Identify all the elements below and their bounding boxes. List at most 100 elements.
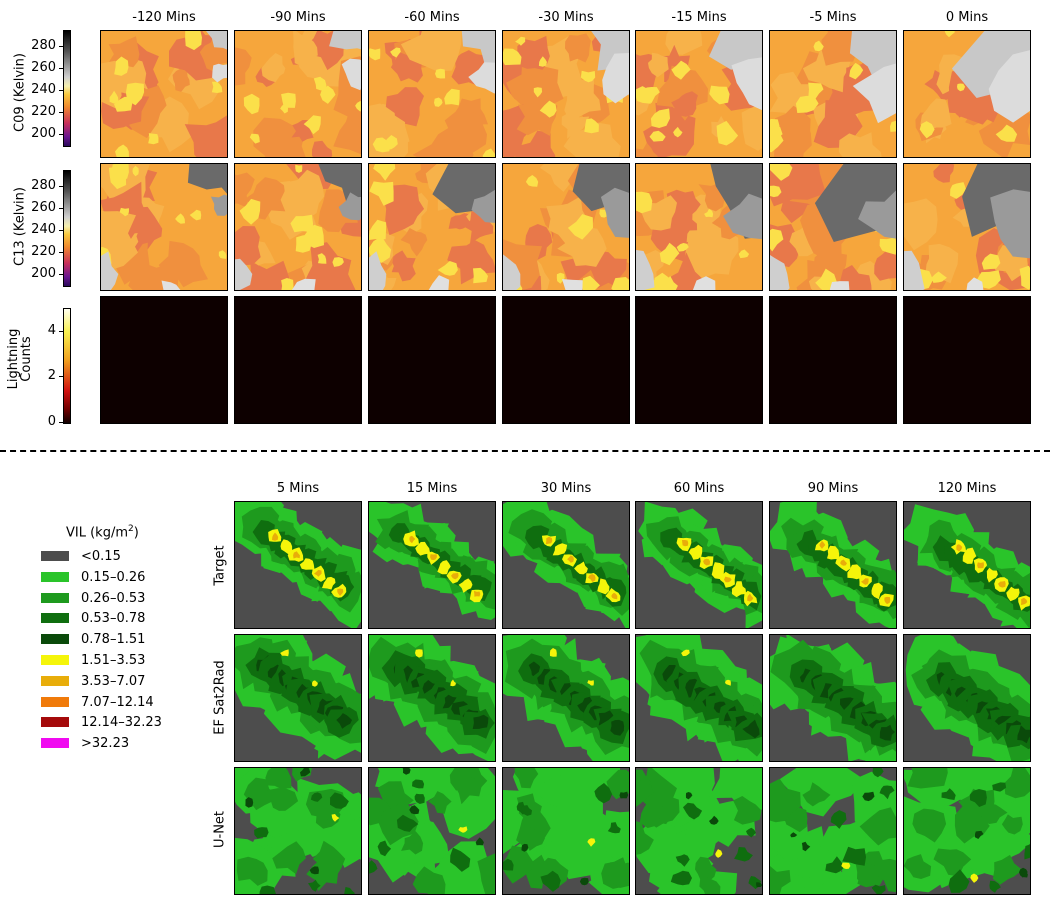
c09-tick-mark <box>59 89 63 91</box>
bottom-column-title: 5 Mins <box>276 481 320 496</box>
lightning-panel <box>368 296 496 424</box>
row-label-ef-sat2rad: EF Sat2Rad <box>212 660 228 735</box>
legend-label: >32.23 <box>81 736 130 752</box>
legend-swatch <box>41 634 69 645</box>
target-panel <box>903 501 1031 629</box>
ef-sat2rad-panel <box>635 634 763 762</box>
legend-title-main: VIL (kg/m <box>66 525 128 541</box>
c13-tick-mark <box>59 273 63 275</box>
legend-label: 3.53–7.07 <box>81 673 146 689</box>
c13-tick-mark <box>59 251 63 253</box>
c09-panel <box>502 30 630 158</box>
lightning-panel <box>769 296 897 424</box>
lightning-panel <box>502 296 630 424</box>
lightning-tick-label: 2 <box>47 368 56 384</box>
c13-tick-label: 200 <box>31 265 56 281</box>
top-column-title: -60 Mins <box>404 10 460 25</box>
colorbar-c09 <box>63 30 71 147</box>
c13-tick-mark <box>59 229 63 231</box>
section-divider <box>0 450 1050 452</box>
lightning-panel <box>903 296 1031 424</box>
c13-panel <box>903 163 1031 291</box>
unet-panel <box>234 767 362 895</box>
target-panel <box>769 501 897 629</box>
c13-panel <box>234 163 362 291</box>
legend-swatch <box>41 551 69 561</box>
legend-title-sup: 2 <box>128 524 134 534</box>
c09-tick-label: 280 <box>31 38 56 54</box>
top-column-title: -15 Mins <box>671 10 727 25</box>
c13-tick-label: 260 <box>31 199 56 215</box>
legend-title: VIL (kg/m2) <box>66 524 139 540</box>
c09-tick-label: 240 <box>31 81 56 97</box>
c09-tick-mark <box>59 67 63 69</box>
legend-title-end: ) <box>133 525 139 541</box>
legend-label: 12.14–32.23 <box>81 715 162 731</box>
ef-sat2rad-panel <box>368 634 496 762</box>
c09-tick-mark <box>59 133 63 135</box>
c13-panel <box>635 163 763 291</box>
c13-tick-label: 240 <box>31 221 56 237</box>
c13-tick-label: 280 <box>31 178 56 194</box>
c13-panel <box>769 163 897 291</box>
unet-panel <box>635 767 763 895</box>
lightning-panel <box>635 296 763 424</box>
c09-panel <box>635 30 763 158</box>
target-panel <box>234 501 362 629</box>
lightning-tick-mark <box>59 330 63 332</box>
lightning-tick-mark <box>59 376 63 378</box>
legend-swatch <box>41 592 69 603</box>
c13-panel <box>502 163 630 291</box>
legend-swatch <box>41 696 69 707</box>
legend-label: 0.15–0.26 <box>81 569 146 585</box>
lightning-tick-label: 0 <box>47 414 56 429</box>
target-panel <box>368 501 496 629</box>
unet-panel <box>769 767 897 895</box>
c09-panel <box>903 30 1031 158</box>
legend-label: <0.15 <box>81 549 121 564</box>
c13-tick-label: 220 <box>31 243 56 259</box>
legend-swatch <box>41 613 69 624</box>
ef-sat2rad-panel <box>234 634 362 762</box>
legend-label: 1.51–3.53 <box>81 653 146 668</box>
c13-tick-mark <box>59 186 63 188</box>
bottom-column-title: 60 Mins <box>673 481 725 496</box>
c09-panel <box>234 30 362 158</box>
bottom-column-title: 120 Mins <box>937 481 997 496</box>
c13-panel <box>100 163 228 291</box>
lightning-tick-label: 4 <box>47 322 56 338</box>
colorbar-c13 <box>63 170 71 287</box>
top-column-title: -30 Mins <box>538 10 594 25</box>
c13-tick-mark <box>59 207 63 209</box>
legend-swatch <box>41 717 69 728</box>
target-panel <box>635 501 763 629</box>
c09-panel <box>769 30 897 158</box>
c09-tick-label: 200 <box>31 125 56 141</box>
top-column-title: 0 Mins <box>945 10 989 25</box>
top-column-title: -5 Mins <box>809 10 857 25</box>
c09-tick-mark <box>59 46 63 48</box>
legend-label: 0.26–0.53 <box>81 590 146 606</box>
bottom-column-title: 30 Mins <box>540 481 592 496</box>
target-panel <box>502 501 630 629</box>
legend-swatch <box>41 655 69 665</box>
bottom-column-title: 15 Mins <box>406 481 458 496</box>
unet-panel <box>368 767 496 895</box>
legend-swatch <box>41 571 69 582</box>
ef-sat2rad-panel <box>502 634 630 762</box>
top-column-title: -90 Mins <box>270 10 326 25</box>
top-column-title: -120 Mins <box>132 10 196 25</box>
row-label-target: Target <box>212 545 228 586</box>
lightning-tick-mark <box>59 422 63 423</box>
lightning-panel <box>100 296 228 424</box>
unet-panel <box>903 767 1031 895</box>
legend-label: 7.07–12.14 <box>81 694 154 710</box>
c09-tick-label: 260 <box>31 59 56 75</box>
legend-label: 0.53–0.78 <box>81 611 146 627</box>
legend-swatch <box>41 675 69 686</box>
c09-panel <box>368 30 496 158</box>
bottom-column-title: 90 Mins <box>807 481 859 496</box>
ef-sat2rad-panel <box>769 634 897 762</box>
unet-panel <box>502 767 630 895</box>
c13-panel <box>368 163 496 291</box>
